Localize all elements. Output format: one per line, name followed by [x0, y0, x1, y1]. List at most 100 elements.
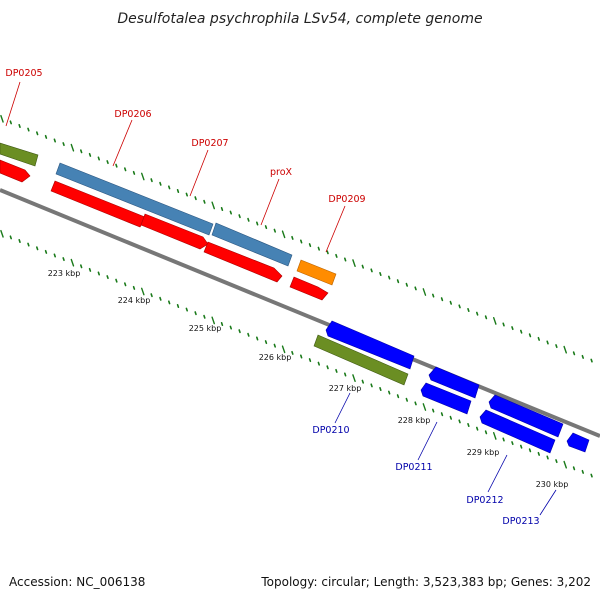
tick-mark	[106, 275, 109, 280]
tick-mark	[53, 253, 57, 258]
tick-mark	[203, 314, 206, 319]
leader-dp0212	[487, 454, 508, 493]
tick-mark	[537, 336, 541, 341]
tick-mark	[572, 466, 576, 471]
tick-mark	[396, 394, 400, 399]
feature-steel-prox	[211, 222, 293, 267]
tick-mark	[511, 441, 514, 446]
tick-mark	[475, 311, 479, 316]
tick-mark	[62, 142, 65, 147]
tick-mark	[431, 293, 435, 298]
tick-marks	[0, 114, 593, 478]
feature-steel-dp0206	[55, 162, 214, 236]
tick-mark	[18, 239, 21, 243]
tick-mark	[308, 358, 312, 363]
forward-features	[0, 142, 337, 301]
tick-mark	[281, 345, 286, 354]
scale-label-229: 229 kbp	[467, 448, 500, 457]
tick-mark	[326, 365, 329, 370]
tick-mark	[414, 401, 417, 406]
tick-mark	[387, 390, 391, 395]
tick-mark	[220, 321, 224, 327]
reverse-features	[313, 320, 590, 454]
leader-dp0206	[112, 119, 133, 167]
tick-mark	[370, 383, 373, 388]
tick-mark	[124, 167, 127, 172]
tick-mark	[379, 386, 382, 392]
tick-mark	[493, 432, 497, 440]
reverse-gene-labels: DP0210 DP0211 DP0212 DP0213	[312, 392, 557, 527]
tick-mark	[35, 246, 39, 251]
tick-mark	[361, 264, 365, 269]
tick-mark	[44, 134, 48, 139]
tick-mark	[132, 285, 136, 290]
tick-mark	[124, 282, 127, 287]
tick-mark	[27, 127, 30, 132]
tick-mark	[405, 282, 409, 287]
tick-mark	[546, 340, 549, 345]
tick-mark	[291, 235, 294, 240]
tick-mark	[299, 354, 303, 359]
tick-mark	[97, 156, 100, 161]
tick-mark	[308, 243, 312, 248]
tick-mark	[440, 412, 444, 417]
genome-summary-text: Topology: circular; Length: 3,523,383 bp…	[260, 575, 591, 589]
tick-mark	[62, 257, 65, 262]
gene-label-dp0212: DP0212	[466, 495, 503, 506]
leader-dp0207	[189, 149, 209, 197]
gene-label-dp0205: DP0205	[5, 68, 42, 79]
cds-red-prox	[203, 241, 283, 283]
cds-red-1	[0, 159, 31, 183]
tick-mark	[273, 228, 277, 233]
tick-mark	[0, 114, 4, 123]
tick-mark	[80, 264, 83, 269]
tick-mark	[405, 397, 409, 402]
cds-blue-dp0212a	[488, 394, 564, 438]
tick-mark	[159, 296, 162, 301]
gene-label-dp0213: DP0213	[502, 516, 539, 527]
tick-mark	[194, 196, 197, 201]
tick-mark	[396, 279, 400, 284]
tick-mark	[291, 350, 294, 355]
scale-labels: 223 kbp 224 kbp 225 kbp 226 kbp 227 kbp …	[48, 269, 569, 489]
tick-mark	[238, 214, 241, 219]
tick-mark	[502, 322, 505, 327]
tick-mark	[168, 300, 171, 305]
tick-mark	[150, 293, 153, 298]
tick-mark	[519, 329, 523, 334]
tick-mark	[229, 325, 232, 330]
tick-mark	[70, 143, 75, 152]
tick-mark	[80, 149, 83, 154]
tick-mark	[317, 361, 321, 366]
tick-mark	[458, 304, 461, 309]
scale-label-225: 225 kbp	[189, 324, 222, 333]
tick-mark	[53, 138, 57, 143]
tick-mark	[572, 351, 576, 356]
cds-blue-dp0210	[325, 320, 415, 370]
tick-mark	[343, 372, 347, 377]
tick-mark	[414, 286, 417, 291]
leader-dp0210	[334, 392, 351, 424]
tick-mark	[159, 181, 162, 186]
tick-mark	[563, 460, 567, 469]
tick-mark	[493, 317, 497, 325]
tick-mark	[484, 315, 488, 320]
tick-mark	[255, 221, 259, 226]
tick-mark	[326, 250, 329, 255]
gene-label-dp0206: DP0206	[114, 109, 151, 120]
tick-mark	[203, 199, 206, 204]
tick-mark	[431, 408, 435, 413]
tick-mark	[335, 368, 338, 373]
tick-mark	[317, 246, 321, 251]
tick-mark	[115, 163, 118, 168]
tick-mark	[467, 307, 470, 313]
tick-mark	[352, 374, 356, 382]
tick-mark	[458, 419, 461, 424]
tick-mark	[555, 344, 558, 349]
forward-gene-labels: DP0205 DP0206 DP0207 proX DP0209	[5, 68, 366, 253]
accession-text: Accession: NC_006138	[9, 575, 145, 589]
feature-green-1	[0, 142, 39, 167]
tick-mark	[194, 311, 197, 316]
cds-red-dp0207	[140, 213, 209, 250]
leader-dp0213	[539, 489, 557, 516]
